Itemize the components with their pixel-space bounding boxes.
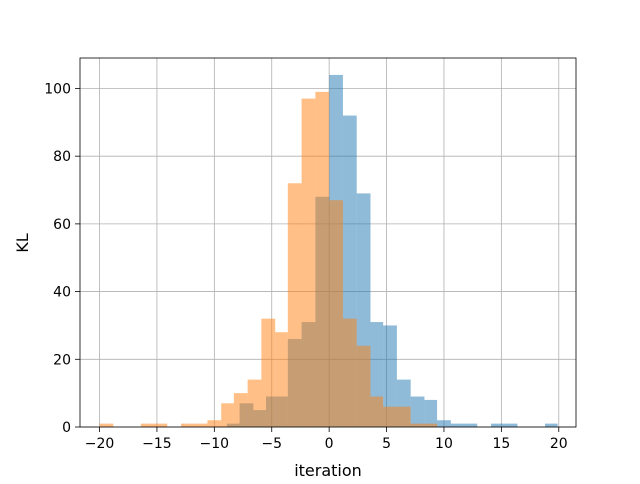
y-tick-label: 20 — [53, 352, 71, 368]
histogram-bar-series-2 — [181, 423, 208, 427]
histogram-bar-series-2 — [233, 393, 248, 427]
histogram-bar-series-2 — [356, 345, 371, 427]
histogram-bar-series-2 — [221, 403, 234, 427]
x-tick-label: 10 — [435, 436, 453, 452]
axes-layer — [79, 57, 577, 428]
histogram-bar-series-2 — [287, 183, 302, 427]
histogram-bar-series-1 — [383, 325, 397, 427]
histogram-bar-series-2 — [261, 318, 276, 427]
plot-frame — [79, 57, 577, 428]
histogram-bar-series-2 — [99, 423, 114, 427]
histogram-bar-series-2 — [342, 318, 357, 427]
x-tick-label: 20 — [550, 436, 568, 452]
x-tick-label: −15 — [142, 436, 172, 452]
y-tick-label: 60 — [53, 217, 71, 233]
histogram-bar-series-1 — [437, 420, 451, 427]
histogram-bar-series-2 — [383, 406, 397, 427]
x-tick-label: −10 — [200, 436, 230, 452]
histogram-bar-series-2 — [329, 200, 343, 427]
y-tick-label: 0 — [62, 420, 71, 436]
histogram-bar-series-1 — [424, 399, 438, 427]
histogram-bar-series-2 — [301, 98, 316, 428]
histogram-bar-series-1 — [491, 423, 518, 427]
histogram-bar-series-2 — [410, 423, 438, 427]
bars-layer — [99, 74, 558, 428]
x-tick-label: 15 — [492, 436, 510, 452]
y-tick-label: 80 — [53, 149, 71, 165]
histogram-bar-series-2 — [275, 332, 288, 427]
histogram-bar-series-1 — [545, 423, 558, 427]
x-axis-label: iteration — [294, 461, 362, 480]
x-tick-label: 0 — [325, 436, 334, 452]
ticks-layer: −20 −15 −10 −5 0 5 10 15 20 0 20 40 60 80 100 — [44, 81, 567, 452]
histogram-bar-series-1 — [410, 396, 425, 427]
histogram-bar-series-2 — [207, 420, 222, 427]
histogram-bar-series-2 — [140, 423, 168, 427]
x-tick-label: 5 — [382, 436, 391, 452]
y-tick-label: 100 — [44, 81, 71, 97]
histogram-bar-series-2 — [370, 396, 384, 427]
x-tick-label: −20 — [85, 436, 115, 452]
y-tick-label: 40 — [53, 285, 71, 301]
x-tick-label: −5 — [261, 436, 282, 452]
histogram-bar-series-2 — [396, 406, 411, 427]
histogram-bar-series-2 — [247, 379, 262, 427]
y-axis-label: KL — [13, 233, 32, 252]
histogram-bar-series-2 — [315, 91, 330, 427]
histogram-bar-series-1 — [450, 423, 478, 427]
